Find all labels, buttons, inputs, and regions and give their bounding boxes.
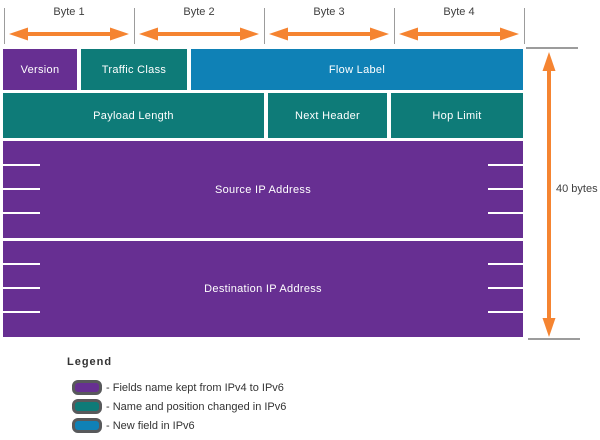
bit-row-divider-tick (3, 212, 40, 214)
field-label: Source IP Address (214, 183, 311, 196)
byte-scale-tick (524, 8, 525, 44)
field-source-ip-address: Source IP Address (3, 141, 523, 238)
byte-label: Byte 3 (313, 6, 345, 18)
vertical-double-arrow-icon (542, 52, 556, 337)
field-label: Flow Label (328, 63, 386, 76)
bit-row-divider-tick (3, 311, 40, 313)
bit-row-divider-tick (488, 287, 523, 289)
bracket-line-top (526, 47, 578, 49)
horizontal-double-arrow-icon (269, 27, 389, 41)
bit-row-divider-tick (3, 188, 40, 190)
byte-label: Byte 2 (183, 6, 215, 18)
byte-label: Byte 1 (53, 6, 85, 18)
bit-row-divider-tick (488, 311, 523, 313)
field-next-header: Next Header (268, 93, 387, 138)
field-label: Payload Length (93, 109, 174, 122)
bracket-line-bottom (528, 338, 580, 340)
bit-row-divider-tick (488, 164, 523, 166)
bit-row-divider-tick (3, 287, 40, 289)
legend-swatch-kept-fields (72, 380, 102, 395)
legend-swatch-new-fields (72, 418, 102, 433)
field-label: Hop Limit (432, 109, 482, 122)
byte-scale-tick (4, 8, 5, 44)
byte-scale-tick (394, 8, 395, 44)
field-label: Destination IP Address (204, 283, 322, 295)
bit-row-divider-tick (488, 212, 523, 214)
horizontal-double-arrow-icon (399, 27, 519, 41)
byte-label: Byte 4 (443, 6, 475, 18)
byte-scale-tick (134, 8, 135, 44)
legend-item-label: - New field in IPv6 (106, 420, 195, 432)
field-traffic-class: Traffic Class (81, 49, 187, 90)
legend-item-label: - Name and position changed in IPv6 (106, 401, 287, 413)
byte-scale-tick (264, 8, 265, 44)
field-label: Next Header (294, 109, 361, 122)
bit-row-divider-tick (3, 263, 40, 265)
field-destination-ip-address: Destination IP Address (3, 241, 523, 337)
legend-title: Legend (67, 356, 113, 368)
field-payload-length: Payload Length (3, 93, 264, 138)
horizontal-double-arrow-icon (139, 27, 259, 41)
bit-row-divider-tick (488, 263, 523, 265)
size-label: 40 bytes (556, 183, 598, 195)
field-flow-label: Flow Label (191, 49, 523, 90)
field-hop-limit: Hop Limit (391, 93, 523, 138)
legend-swatch-changed-fields (72, 399, 102, 414)
bit-row-divider-tick (488, 188, 523, 190)
bit-row-divider-tick (3, 164, 40, 166)
field-label: Traffic Class (101, 63, 167, 76)
legend-item-label: - Fields name kept from IPv4 to IPv6 (106, 382, 284, 394)
field-label: Version (20, 63, 60, 76)
field-version: Version (3, 49, 77, 90)
horizontal-double-arrow-icon (9, 27, 129, 41)
